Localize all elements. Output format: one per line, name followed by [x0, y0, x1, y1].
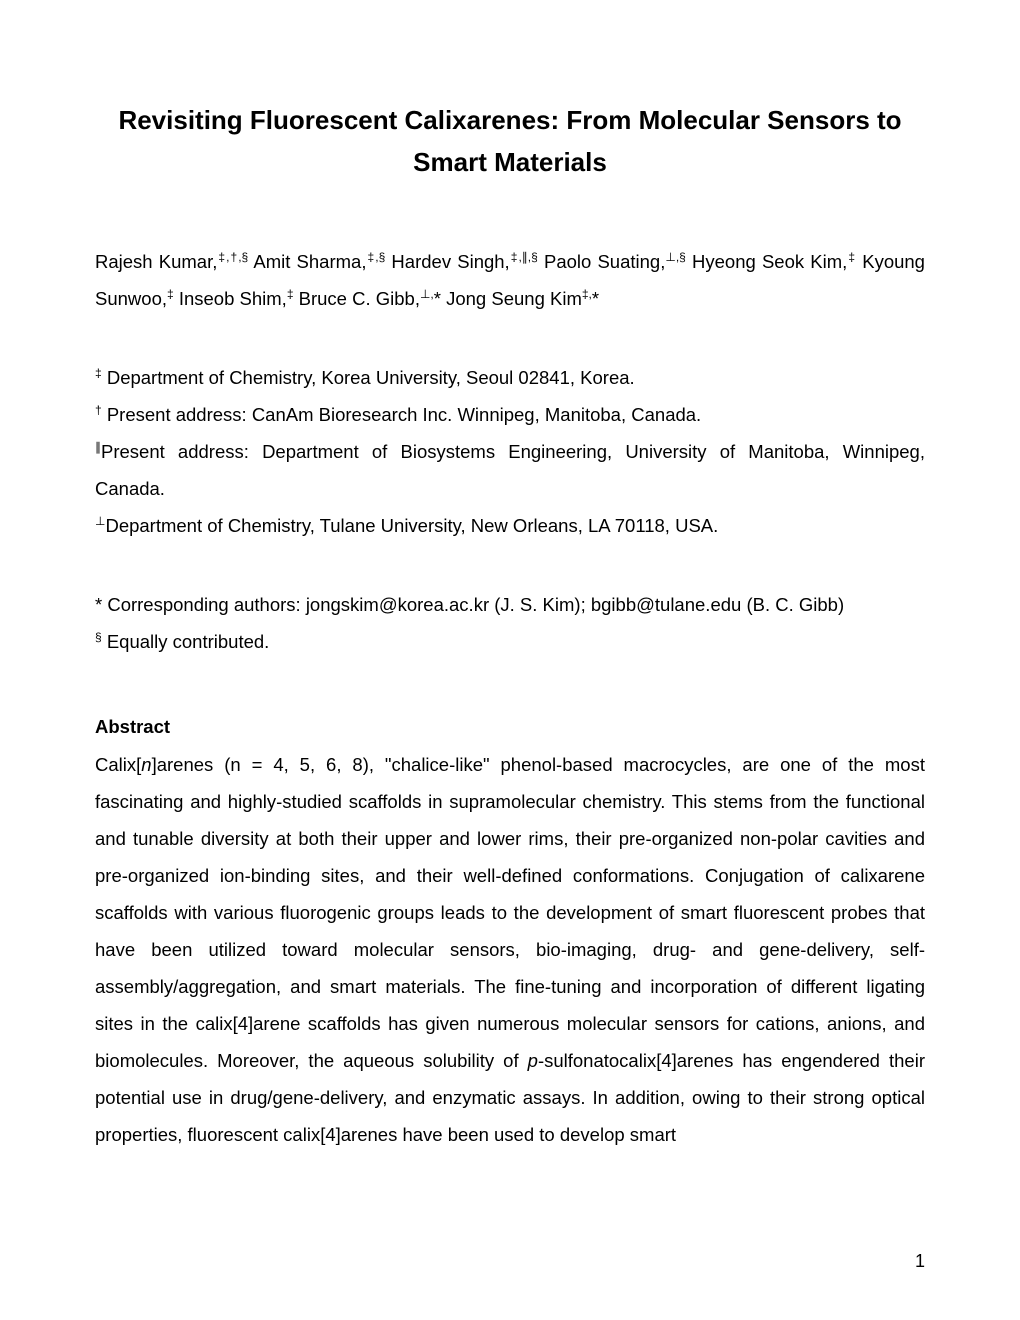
corresponding-block: * Corresponding authors: jongskim@korea.…: [95, 586, 925, 660]
abstract-body: Calix[n]arenes (n = 4, 5, 6, 8), "chalic…: [95, 746, 925, 1153]
equal-contribution: § Equally contributed.: [95, 623, 925, 660]
corresponding-authors: * Corresponding authors: jongskim@korea.…: [95, 586, 925, 623]
author-list: Rajesh Kumar,‡,†,§ Amit Sharma,‡,§ Harde…: [95, 243, 925, 317]
affiliation-2: † Present address: CanAm Bioresearch Inc…: [95, 396, 925, 433]
affiliation-4: ⊥Department of Chemistry, Tulane Univers…: [95, 507, 925, 544]
abstract-heading: Abstract: [95, 716, 925, 738]
page-number: 1: [915, 1251, 925, 1272]
affiliation-1: ‡ Department of Chemistry, Korea Univers…: [95, 359, 925, 396]
affiliation-3: ∥Present address: Department of Biosyste…: [95, 433, 925, 507]
paper-title: Revisiting Fluorescent Calixarenes: From…: [95, 100, 925, 183]
affiliations-block: ‡ Department of Chemistry, Korea Univers…: [95, 359, 925, 544]
